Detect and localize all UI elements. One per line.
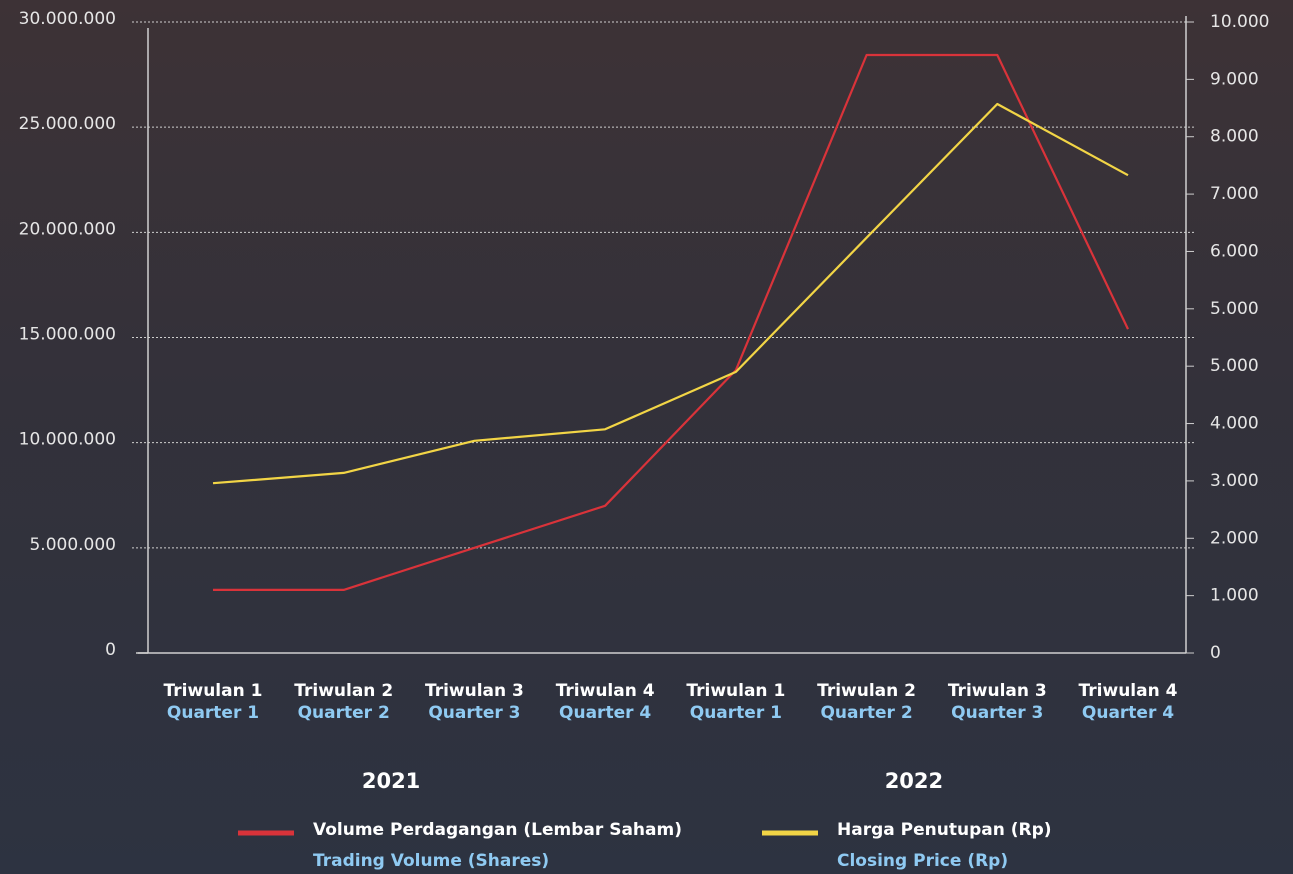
y2-tick-label: 9.000 (1210, 69, 1259, 89)
x-tick-label: Triwulan 4 (1079, 681, 1178, 701)
y-tick-label: 0 (105, 640, 116, 660)
series-line (212, 102, 1129, 485)
x-tick-sublabel: Quarter 2 (820, 703, 912, 723)
y2-tick-label: 4.000 (1210, 414, 1259, 434)
y-tick-label: 5.000.000 (29, 535, 116, 555)
y-tick-label: 25.000.000 (19, 114, 116, 134)
y2-tick-label: 5.000 (1210, 356, 1259, 376)
year-label: 2021 (362, 769, 420, 793)
x-tick-sublabel: Quarter 3 (428, 703, 520, 723)
y2-tick-label: 3.000 (1210, 471, 1259, 491)
y2-tick-label: 1.000 (1210, 586, 1259, 606)
y2-tick-label: 0 (1210, 643, 1221, 663)
legend-label: Harga Penutupan (Rp) (837, 820, 1052, 840)
y-tick-label: 30.000.000 (19, 9, 116, 29)
x-tick-sublabel: Quarter 1 (690, 703, 782, 723)
legend-sublabel: Closing Price (Rp) (837, 851, 1008, 871)
y-tick-label: 15.000.000 (19, 325, 116, 345)
year-label: 2022 (885, 769, 943, 793)
x-tick-label: Triwulan 1 (686, 681, 785, 701)
x-tick-label: Triwulan 3 (425, 681, 524, 701)
x-tick-sublabel: Quarter 4 (559, 703, 651, 723)
x-tick-sublabel: Quarter 1 (167, 703, 259, 723)
y2-tick-label: 8.000 (1210, 127, 1259, 147)
y2-tick-label: 2.000 (1210, 528, 1259, 548)
y2-tick-label: 10.000 (1210, 12, 1269, 32)
x-tick-sublabel: Quarter 3 (951, 703, 1043, 723)
series-line (213, 53, 1129, 592)
x-tick-sublabel: Quarter 4 (1082, 703, 1174, 723)
x-tick-label: Triwulan 4 (556, 681, 655, 701)
y-tick-label: 20.000.000 (19, 219, 116, 239)
legend-label: Volume Perdagangan (Lembar Saham) (313, 820, 682, 840)
y2-tick-label: 5.000 (1210, 299, 1259, 319)
y-tick-label: 10.000.000 (19, 430, 116, 450)
x-tick-label: Triwulan 2 (817, 681, 916, 701)
y2-tick-label: 7.000 (1210, 184, 1259, 204)
x-tick-label: Triwulan 1 (164, 681, 263, 701)
x-tick-sublabel: Quarter 2 (298, 703, 390, 723)
legend-sublabel: Trading Volume (Shares) (313, 851, 549, 871)
y2-tick-label: 6.000 (1210, 241, 1259, 261)
x-tick-label: Triwulan 3 (948, 681, 1047, 701)
x-tick-label: Triwulan 2 (294, 681, 393, 701)
